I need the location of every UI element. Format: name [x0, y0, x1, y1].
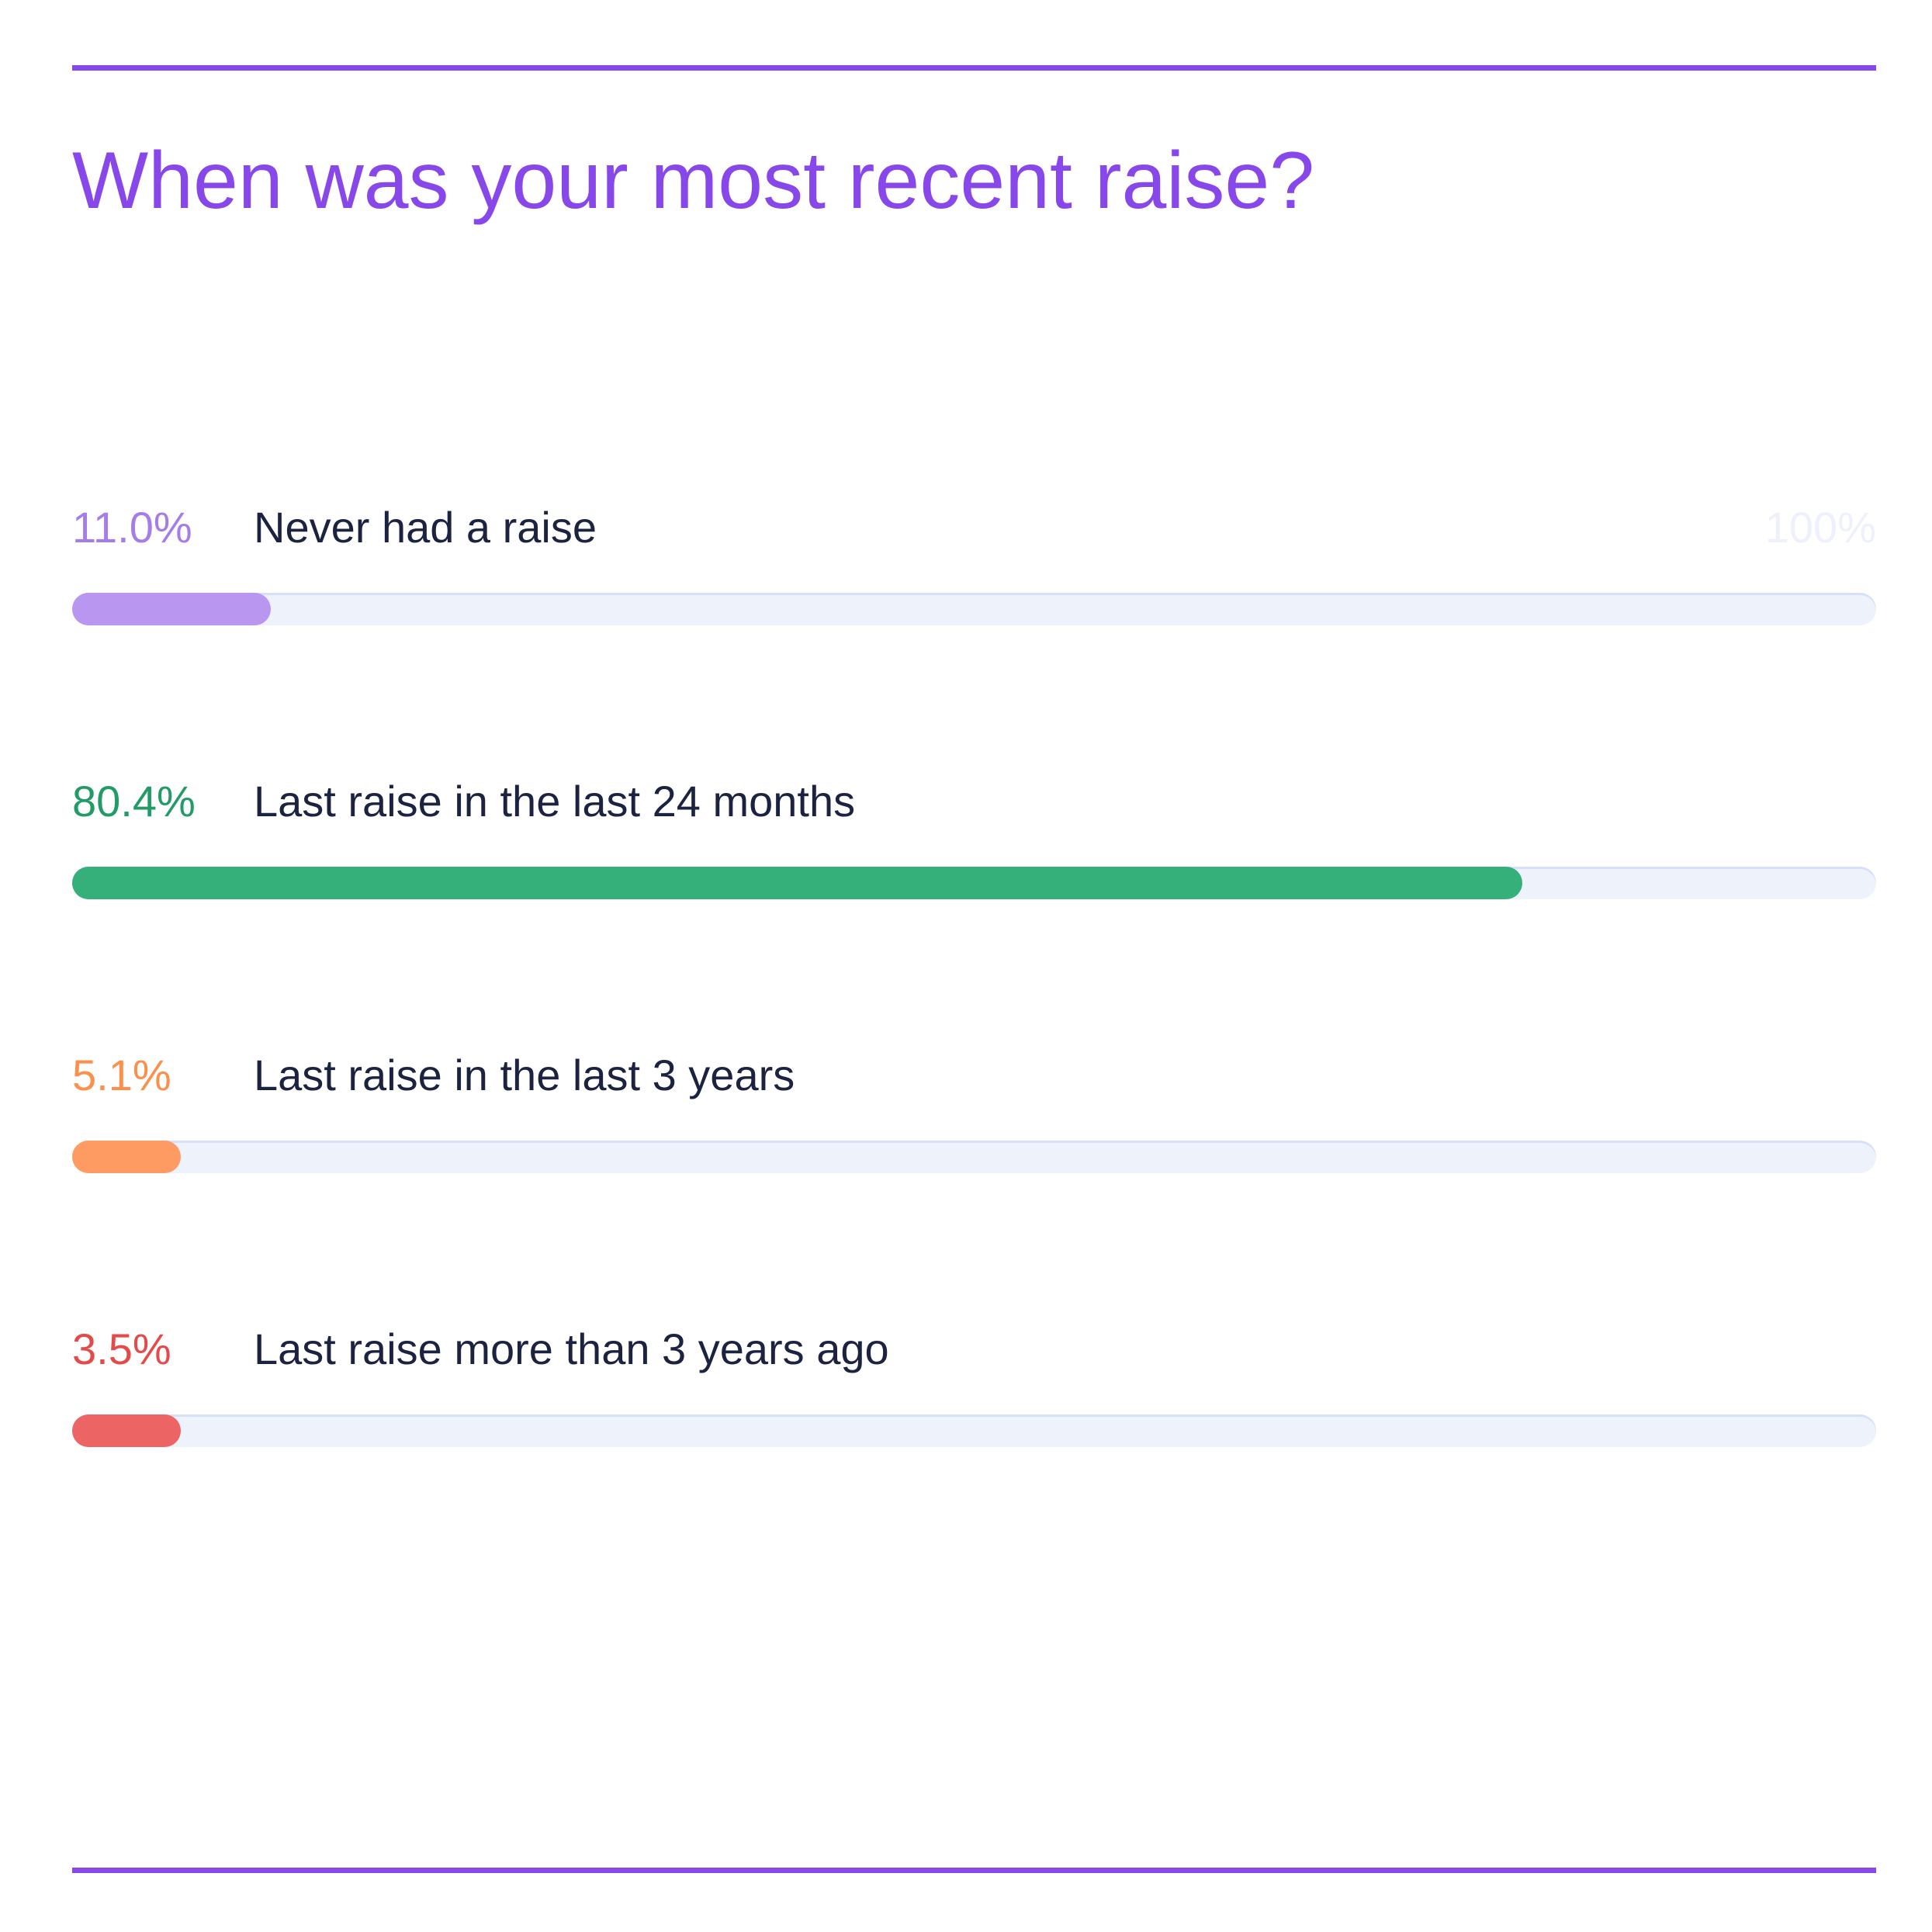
bar-track [72, 867, 1876, 899]
bottom-divider [72, 1868, 1876, 1873]
value-label: 80.4% [72, 777, 196, 826]
top-divider [72, 65, 1876, 71]
bar-row: 5.1% Last raise in the last 3 years [72, 1044, 1876, 1318]
value-label: 11.0% [72, 503, 192, 552]
bar-row: 80.4% Last raise in the last 24 months [72, 770, 1876, 1044]
bar-fill [72, 1414, 181, 1447]
bar-row: 3.5% Last raise more than 3 years ago [72, 1318, 1876, 1592]
axis-max-label: 100% [1764, 503, 1876, 552]
category-label: Never had a raise [254, 503, 597, 552]
bar-row: 11.0% Never had a raise 100% [72, 497, 1876, 770]
bar-fill [72, 593, 271, 625]
category-label: Last raise in the last 24 months [254, 777, 856, 826]
bar-fill [72, 1141, 181, 1173]
value-label: 5.1% [72, 1051, 171, 1099]
bar-track [72, 1141, 1876, 1173]
category-label: Last raise in the last 3 years [254, 1051, 795, 1099]
bar-fill [72, 867, 1522, 899]
value-label: 3.5% [72, 1324, 171, 1373]
chart-title: When was your most recent raise? [72, 136, 1315, 226]
bar-chart: 11.0% Never had a raise 100% 80.4% Last … [72, 497, 1876, 1592]
bar-track [72, 593, 1876, 625]
category-label: Last raise more than 3 years ago [254, 1324, 889, 1373]
bar-track [72, 1414, 1876, 1447]
